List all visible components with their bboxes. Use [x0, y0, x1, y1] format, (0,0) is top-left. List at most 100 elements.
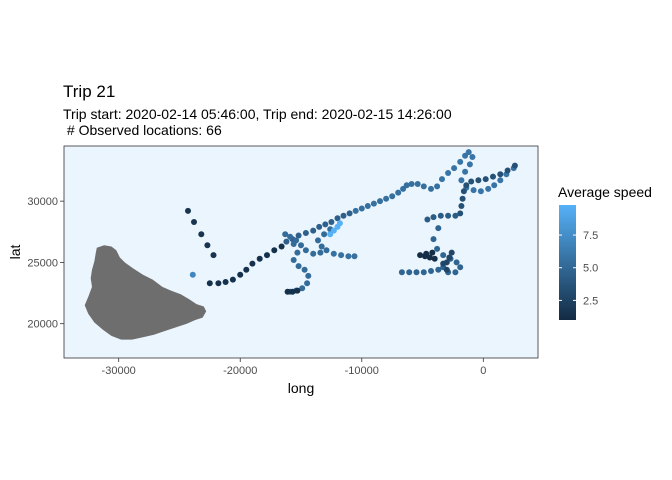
location-point — [439, 176, 445, 183]
location-point — [395, 189, 402, 196]
location-point — [490, 173, 496, 180]
location-point — [429, 249, 436, 256]
location-point — [383, 195, 390, 202]
x-axis-label: long — [288, 380, 314, 396]
x-tick-label: -30000 — [102, 365, 136, 377]
location-point — [322, 221, 329, 228]
location-point — [491, 182, 498, 189]
location-point — [298, 242, 304, 249]
chart-title: Trip 21 — [63, 82, 116, 101]
location-point — [346, 210, 353, 217]
y-tick-label: 25000 — [27, 257, 58, 269]
location-point — [323, 247, 330, 254]
location-point — [440, 252, 447, 259]
location-point — [191, 219, 197, 225]
location-point — [294, 249, 301, 256]
location-point — [316, 223, 323, 230]
location-point — [301, 266, 308, 273]
location-point — [358, 205, 365, 212]
location-point — [428, 185, 434, 192]
location-point — [290, 241, 297, 247]
location-point — [290, 257, 297, 263]
location-point — [434, 183, 441, 190]
location-point — [406, 269, 413, 276]
x-tick-label: -10000 — [345, 365, 379, 377]
location-point — [249, 260, 256, 267]
location-point — [210, 252, 217, 259]
location-point — [389, 193, 396, 200]
location-point — [497, 177, 504, 184]
legend-tick-label: 2.5 — [583, 295, 598, 307]
location-point — [400, 185, 407, 192]
location-point — [340, 212, 347, 219]
location-point — [440, 260, 447, 267]
location-point — [328, 219, 335, 225]
location-point — [462, 168, 469, 175]
subtitle-line-2: # Observed locations: 66 — [63, 122, 222, 138]
location-point — [345, 253, 352, 260]
location-point — [435, 225, 442, 232]
location-point — [452, 212, 459, 219]
location-point — [485, 185, 492, 192]
location-point — [198, 231, 205, 238]
location-point — [469, 154, 476, 160]
location-point — [330, 227, 337, 234]
location-point — [284, 288, 291, 295]
location-point — [445, 212, 452, 219]
legend-tick-label: 7.5 — [583, 230, 598, 242]
location-point — [448, 249, 455, 256]
location-point — [458, 177, 465, 184]
location-point — [315, 237, 321, 244]
location-point — [431, 255, 438, 262]
location-point — [468, 178, 475, 185]
x-tick-label: -20000 — [223, 365, 257, 377]
location-point — [453, 259, 460, 266]
location-point — [289, 288, 296, 295]
location-point — [256, 255, 263, 262]
location-point — [443, 266, 450, 273]
location-point — [408, 181, 415, 187]
location-point — [434, 245, 441, 252]
island-land — [84, 245, 207, 340]
location-point — [457, 158, 464, 165]
location-point — [377, 198, 383, 205]
location-point — [424, 216, 431, 223]
location-point — [437, 212, 444, 219]
y-axis-label: lat — [7, 245, 23, 260]
location-point — [352, 207, 359, 214]
legend-title: Average speed — [558, 184, 652, 200]
location-point — [430, 214, 437, 221]
location-point — [204, 242, 211, 249]
location-point — [264, 252, 270, 259]
location-point — [497, 171, 504, 178]
location-point — [459, 195, 466, 202]
location-point — [243, 266, 250, 273]
location-point — [321, 231, 328, 238]
location-point — [278, 243, 285, 250]
location-point — [299, 285, 306, 292]
x-tick-label: 0 — [480, 365, 486, 377]
location-point — [426, 254, 433, 261]
location-point — [458, 203, 465, 209]
location-point — [237, 271, 244, 278]
location-point — [222, 279, 229, 285]
location-point — [445, 170, 452, 176]
location-point — [414, 181, 421, 187]
location-point — [403, 182, 410, 189]
location-point — [317, 249, 324, 256]
legend-colorbar — [559, 205, 576, 320]
location-point — [423, 250, 430, 257]
location-point — [287, 233, 294, 240]
location-point — [413, 269, 420, 276]
location-point — [185, 207, 191, 214]
location-point — [189, 271, 196, 278]
location-point — [446, 254, 453, 261]
location-point — [451, 165, 458, 172]
location-point — [452, 269, 459, 276]
location-point — [466, 161, 473, 168]
location-point — [271, 247, 278, 254]
location-point — [351, 253, 358, 260]
location-point — [470, 187, 477, 194]
location-point — [336, 220, 343, 227]
